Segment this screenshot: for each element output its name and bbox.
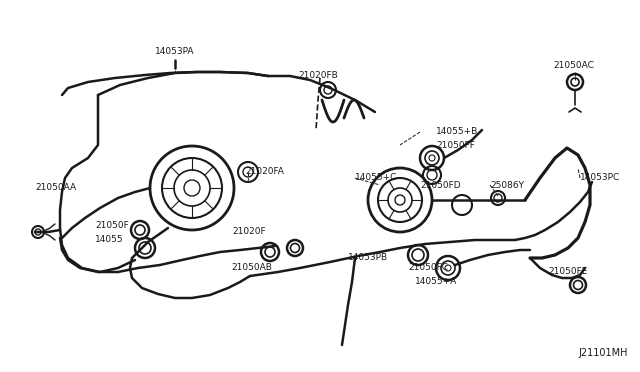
Text: 14053PA: 14053PA bbox=[156, 48, 195, 57]
Text: 21050FD: 21050FD bbox=[420, 180, 461, 189]
Text: 14055+A: 14055+A bbox=[415, 278, 457, 286]
Text: 21020FB: 21020FB bbox=[298, 71, 338, 80]
Text: 21050F: 21050F bbox=[95, 221, 129, 230]
Text: 21050AB: 21050AB bbox=[232, 263, 273, 273]
Text: 21050FF: 21050FF bbox=[436, 141, 475, 150]
Text: 14053PB: 14053PB bbox=[348, 253, 388, 263]
Text: 21020FA: 21020FA bbox=[245, 167, 284, 176]
Text: 21020F: 21020F bbox=[232, 228, 266, 237]
Text: 21050AA: 21050AA bbox=[35, 183, 76, 192]
Text: 25086Y: 25086Y bbox=[490, 180, 524, 189]
Text: 14053PC: 14053PC bbox=[580, 173, 620, 183]
Text: 21050AC: 21050AC bbox=[554, 61, 595, 70]
Text: J21101MH: J21101MH bbox=[579, 348, 628, 358]
Text: 14055: 14055 bbox=[95, 235, 124, 244]
Text: 14055+C: 14055+C bbox=[355, 173, 397, 183]
Text: 14055+B: 14055+B bbox=[436, 128, 478, 137]
Text: 21050FC: 21050FC bbox=[408, 263, 448, 273]
Text: 21050FE: 21050FE bbox=[548, 267, 588, 276]
